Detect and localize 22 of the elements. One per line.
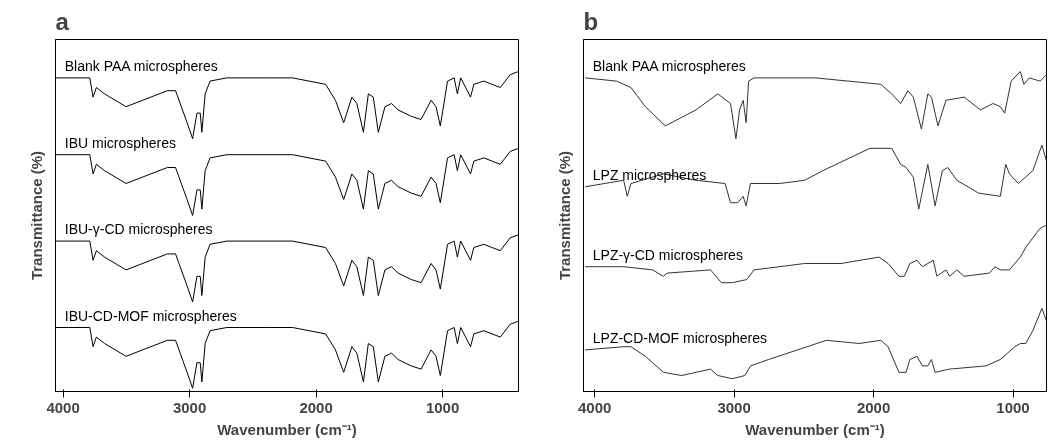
chart-title: b: [583, 7, 599, 35]
x-tick-label: 1000: [996, 398, 1030, 416]
series-label: LPZ microspheres: [592, 166, 707, 183]
x-tick-label: 3000: [172, 398, 207, 416]
x-axis-title: Wavenumber (cm⁻¹): [745, 420, 885, 438]
x-tick-label: 3000: [717, 398, 751, 416]
y-axis-title: Transmittance (%): [27, 150, 45, 281]
x-axis-title: Wavenumber (cm⁻¹): [217, 420, 357, 438]
x-tick-label: 1000: [425, 398, 460, 416]
series-label: LPZ-γ-CD microspheres: [592, 246, 743, 263]
series-label: Blank PAA microspheres: [64, 58, 218, 75]
series-label: IBU-γ-CD microspheres: [64, 221, 213, 238]
series-label: IBU-CD-MOF microspheres: [64, 307, 237, 324]
series-label: Blank PAA microspheres: [592, 58, 746, 75]
series-label: IBU microspheres: [64, 134, 177, 151]
chart-title: a: [55, 7, 70, 35]
series-label: LPZ-CD-MOF microspheres: [592, 330, 768, 347]
x-tick-label: 4000: [46, 398, 80, 416]
x-tick-label: 4000: [577, 398, 612, 416]
x-tick-label: 2000: [856, 398, 891, 416]
y-axis-title: Transmittance (%): [555, 150, 573, 281]
x-tick-label: 2000: [299, 398, 333, 416]
